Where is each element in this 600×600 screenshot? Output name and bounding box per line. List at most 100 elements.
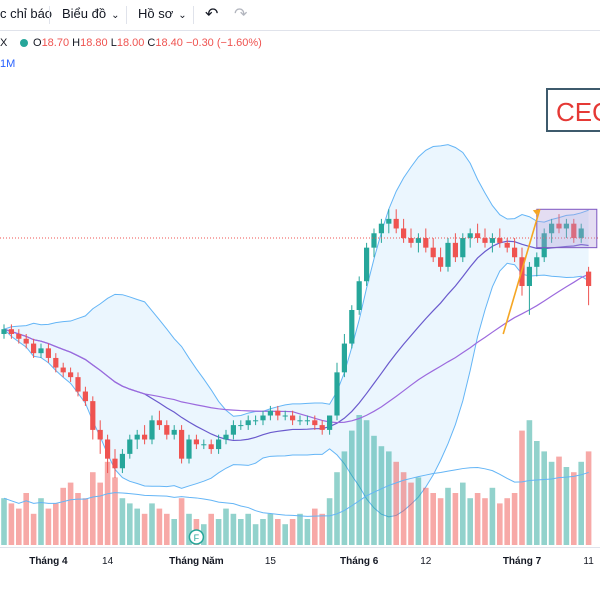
low-value: 18.00 xyxy=(116,37,145,49)
toolbar-divider xyxy=(193,6,194,24)
redo-icon[interactable]: ↷ xyxy=(234,6,248,23)
volume-bar xyxy=(534,441,540,545)
candle-body xyxy=(282,415,288,417)
bollinger-upper-line xyxy=(3,144,589,417)
candle-body xyxy=(482,238,488,243)
volume-bar xyxy=(497,503,503,545)
trend-arrow xyxy=(502,209,541,335)
volume-bar xyxy=(260,519,266,545)
volume-bar xyxy=(304,519,311,545)
candle-body xyxy=(334,372,340,416)
candle-body xyxy=(415,238,421,243)
high-value: 18.80 xyxy=(80,37,108,49)
candle-body xyxy=(171,429,177,435)
volume-bar xyxy=(571,472,577,545)
candle-body xyxy=(208,444,214,450)
volume-bars xyxy=(1,415,592,545)
x-axis-tick-label: Tháng Năm xyxy=(169,556,224,567)
templates-button[interactable]: Hồ sơ ⌄ xyxy=(138,6,187,21)
candle-body xyxy=(97,429,103,440)
volume-bar xyxy=(430,493,436,545)
volume-bar xyxy=(38,498,44,545)
candle-body xyxy=(371,233,377,248)
candle-body xyxy=(290,415,296,421)
volume-bar xyxy=(482,498,488,545)
interval-label[interactable]: 1M xyxy=(0,58,16,70)
bollinger-band-fill xyxy=(4,144,589,517)
candle-body xyxy=(586,271,592,287)
candle-body xyxy=(164,425,170,435)
high-key: H xyxy=(72,37,81,49)
undo-icon[interactable]: ↶ xyxy=(205,6,219,23)
volume-bar xyxy=(393,461,399,545)
volume-bar xyxy=(386,451,392,545)
candle-body xyxy=(297,420,303,422)
ceo-annotation-box[interactable]: CEO xyxy=(546,88,600,132)
chevron-down-icon: ⌄ xyxy=(178,10,187,21)
volume-bar xyxy=(460,482,466,545)
volume-bar xyxy=(238,519,244,545)
candle-body xyxy=(378,223,384,234)
volume-bar xyxy=(149,503,155,545)
volume-bar xyxy=(526,420,533,545)
event-marker xyxy=(188,529,205,545)
volume-bar xyxy=(556,456,562,545)
candle-body xyxy=(38,348,44,354)
volume-bar xyxy=(474,493,481,545)
volume-bar xyxy=(156,508,163,545)
candle-body xyxy=(489,238,495,243)
candle-body xyxy=(275,410,281,416)
volume-bar xyxy=(127,503,133,545)
volume-bar xyxy=(275,519,281,545)
volume-bar xyxy=(363,420,370,545)
x-axis-tick-label: 15 xyxy=(265,556,277,567)
candle-body xyxy=(223,434,229,440)
candle-body xyxy=(90,401,96,430)
volume-bar xyxy=(112,477,118,545)
candle-body xyxy=(393,218,399,229)
volume-bar xyxy=(452,493,459,545)
candle-body xyxy=(563,223,569,229)
candle-body xyxy=(386,218,392,224)
volume-bar xyxy=(504,498,510,545)
chevron-down-icon: ⌄ xyxy=(111,10,120,21)
candle-body xyxy=(179,429,185,459)
volume-bar xyxy=(208,513,214,545)
candle-body xyxy=(127,439,133,454)
candle-body xyxy=(312,420,318,426)
candle-body xyxy=(526,266,532,287)
volume-bar xyxy=(164,513,170,545)
x-axis-tick-label: Tháng 7 xyxy=(503,556,542,567)
volume-bar xyxy=(378,446,385,545)
ohlc-values: O18.70 H18.80 L18.00 C18.40 −0.30 (−1.60… xyxy=(33,37,262,49)
candle-body xyxy=(238,425,244,427)
open-value: 18.70 xyxy=(41,37,70,49)
volume-bar xyxy=(134,508,140,545)
volume-bar xyxy=(30,513,37,545)
close-key: C xyxy=(147,37,156,49)
indicators-button[interactable]: c chỉ báo xyxy=(0,6,53,21)
volume-bar xyxy=(297,513,303,545)
volume-ma-line xyxy=(3,467,589,517)
volume-bar xyxy=(201,524,207,545)
annotations: F xyxy=(0,208,600,545)
volume-bar xyxy=(319,513,325,545)
candle-body xyxy=(356,281,362,310)
chart-type-button[interactable]: Biểu đồ ⌄ xyxy=(62,6,119,21)
chart-type-label: Biểu đồ xyxy=(62,6,107,21)
change-value: −0.30 (−1.60%) xyxy=(185,37,262,49)
bollinger-bands xyxy=(3,144,589,518)
candle-body xyxy=(408,238,414,243)
volume-bar xyxy=(67,482,74,545)
volume-bar xyxy=(230,513,237,545)
volume-bar xyxy=(223,508,229,545)
candle-body xyxy=(460,238,466,258)
candle-body xyxy=(16,333,22,339)
volume-bar xyxy=(82,498,89,545)
candle-body xyxy=(497,238,503,243)
x-axis-line xyxy=(0,547,600,548)
symbol-label[interactable]: X xyxy=(0,37,8,49)
candle-body xyxy=(401,228,407,239)
candle-body xyxy=(245,420,251,426)
